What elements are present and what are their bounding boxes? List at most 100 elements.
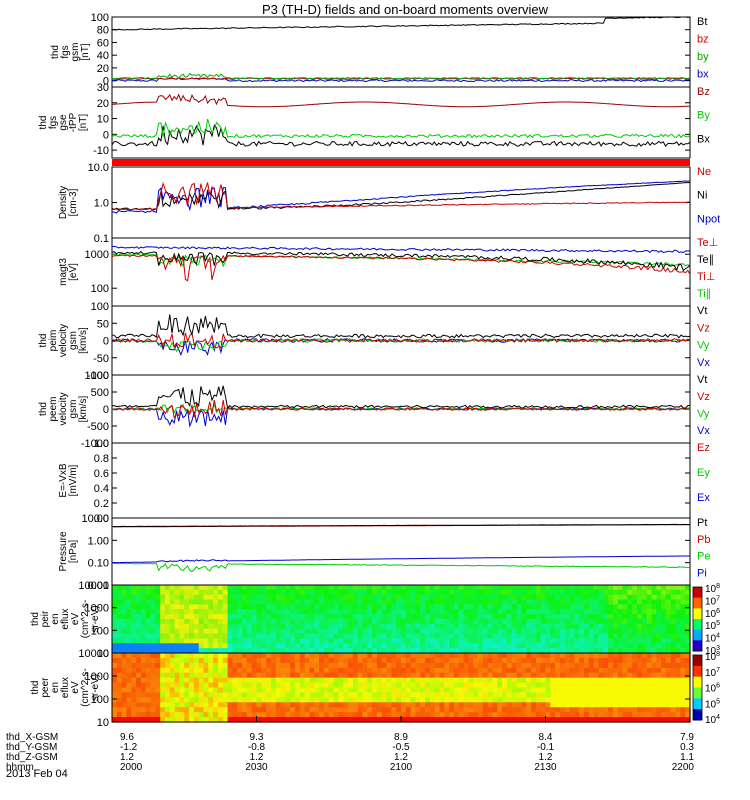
spectrogram-cell bbox=[319, 662, 325, 669]
y-axis-label-line: sr-eV) bbox=[90, 674, 101, 701]
spectrogram-cell bbox=[208, 604, 214, 610]
spectrogram-cell bbox=[160, 628, 166, 635]
spectrogram-cell bbox=[290, 677, 296, 684]
spectrogram-cell bbox=[617, 712, 624, 718]
spectrogram-cell bbox=[323, 614, 330, 620]
x-tick-label: 0.3 bbox=[680, 742, 694, 753]
spectrogram-cell bbox=[526, 717, 532, 723]
spectrogram-cell bbox=[376, 692, 383, 698]
spectrogram-cell bbox=[449, 717, 455, 723]
spectrogram-cell bbox=[150, 643, 156, 649]
y-tick-label: 0.6 bbox=[94, 468, 109, 480]
spectrogram-cell bbox=[343, 619, 349, 625]
spectrogram-cell bbox=[189, 692, 195, 698]
spectrogram-cell bbox=[564, 687, 571, 694]
spectrogram-cell bbox=[429, 712, 436, 718]
spectrogram-cell bbox=[112, 585, 118, 591]
spectrogram-cell bbox=[333, 643, 339, 649]
spectrogram-cell bbox=[309, 599, 315, 606]
spectrogram-cell bbox=[232, 643, 238, 649]
spectrogram-cell bbox=[574, 662, 580, 669]
spectrogram-cell bbox=[285, 638, 291, 644]
spectrogram-cell bbox=[569, 648, 575, 654]
spectrogram-cell bbox=[150, 619, 156, 625]
spectrogram-cell bbox=[651, 604, 657, 610]
spectrogram-cell bbox=[256, 677, 262, 684]
spectrogram-cell bbox=[242, 604, 248, 610]
spectrogram-cell bbox=[656, 648, 662, 654]
spectrogram-cell bbox=[661, 692, 667, 698]
spectrogram-cell bbox=[492, 657, 498, 664]
spectrogram-cell bbox=[453, 609, 460, 615]
spectrogram-cell bbox=[323, 599, 330, 606]
spectrogram-cell bbox=[295, 662, 301, 669]
spectrogram-cell bbox=[198, 682, 205, 689]
spectrogram-cell bbox=[169, 648, 176, 654]
spectrogram-cell bbox=[612, 614, 619, 620]
spectrogram-cell bbox=[569, 712, 575, 718]
spectrogram-cell bbox=[637, 707, 643, 713]
spectrogram-cell bbox=[463, 717, 470, 723]
spectrogram-cell bbox=[348, 628, 354, 635]
spectrogram-cell bbox=[121, 717, 128, 723]
spectrogram-cell bbox=[348, 707, 354, 713]
spectrogram-cell bbox=[444, 717, 450, 723]
spectrogram-cell bbox=[680, 682, 686, 689]
spectrogram-cell bbox=[323, 643, 330, 649]
spectrogram-cell bbox=[646, 623, 653, 630]
spectrogram-cell bbox=[275, 609, 282, 615]
spectrogram-cell bbox=[506, 623, 513, 630]
series-vz bbox=[111, 332, 691, 349]
spectrogram-cell bbox=[319, 657, 325, 664]
spectrogram-cell bbox=[598, 657, 604, 664]
spectrogram-cell bbox=[251, 633, 258, 640]
spectrogram-cell bbox=[314, 619, 320, 625]
spectrogram-cell bbox=[145, 672, 152, 679]
x-tick-label: -0.8 bbox=[248, 742, 266, 753]
spectrogram-cell bbox=[290, 599, 296, 606]
spectrogram-cell bbox=[376, 672, 383, 679]
spectrogram-cell bbox=[478, 687, 484, 694]
spectrogram-cell bbox=[160, 697, 166, 703]
spectrogram-cell bbox=[588, 628, 595, 635]
spectrogram-cell bbox=[169, 672, 176, 679]
spectrogram-cell bbox=[217, 633, 224, 640]
spectrogram-cell bbox=[391, 692, 397, 698]
spectrogram-cell bbox=[208, 707, 214, 713]
spectrogram-cell bbox=[656, 585, 662, 591]
spectrogram-cell bbox=[588, 589, 595, 596]
spectrogram-cell bbox=[357, 609, 364, 615]
spectrogram-cell bbox=[189, 628, 195, 635]
spectrogram-cell bbox=[632, 717, 638, 723]
spectrogram-cell bbox=[463, 585, 470, 591]
spectrogram-cell bbox=[535, 667, 542, 674]
spectrogram-cell bbox=[632, 653, 638, 659]
spectrogram-cell bbox=[656, 677, 662, 684]
spectrogram-cell bbox=[280, 609, 286, 615]
spectrogram-cell bbox=[584, 619, 590, 625]
spectrogram-cell bbox=[458, 638, 465, 644]
series-vz bbox=[111, 399, 691, 419]
spectrogram-cell bbox=[665, 648, 672, 654]
colorbar-tick-label: 105 bbox=[705, 698, 720, 710]
spectrogram-cell bbox=[637, 677, 643, 684]
spectrogram-cell bbox=[425, 657, 431, 664]
spectrogram-cell bbox=[675, 677, 681, 684]
spectrogram-cell bbox=[531, 589, 537, 596]
spectrogram-cell bbox=[338, 653, 344, 659]
spectrogram-cell bbox=[140, 672, 147, 679]
spectrogram-cell bbox=[319, 672, 325, 679]
spectrogram-cell bbox=[193, 697, 200, 703]
spectrogram-cell bbox=[145, 707, 152, 713]
spectrogram-cell bbox=[670, 707, 677, 713]
spectrogram-cell bbox=[270, 653, 277, 659]
spectrogram-cell bbox=[453, 653, 460, 659]
spectrogram-cell bbox=[155, 667, 161, 674]
spectrogram-cell bbox=[622, 707, 628, 713]
spectrogram-cell bbox=[502, 672, 508, 679]
spectrogram-cell bbox=[299, 585, 306, 591]
spectrogram-cell bbox=[434, 643, 441, 649]
spectrogram-cell bbox=[617, 614, 624, 620]
legend-entry: by bbox=[697, 51, 709, 63]
spectrogram-cell bbox=[116, 712, 123, 718]
